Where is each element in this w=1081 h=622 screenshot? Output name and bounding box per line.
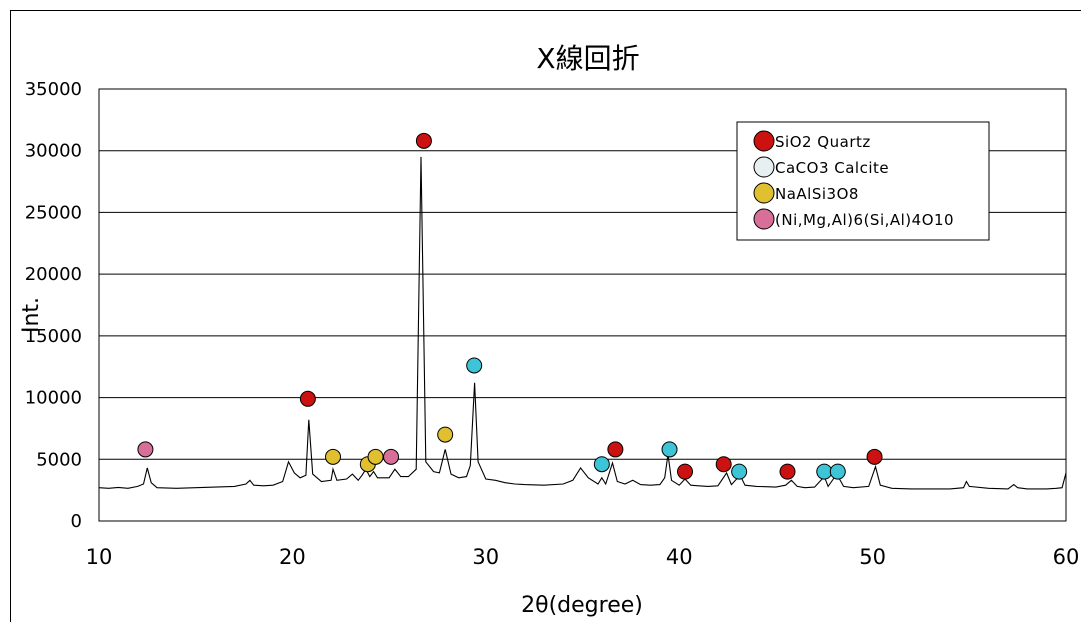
x-tick-labels: 10 20 30 40 50 60 (86, 545, 1080, 569)
grid-lines (98, 88, 1067, 522)
legend-swatch (753, 182, 775, 204)
chart-title: X線回折 (536, 42, 639, 75)
plot-border (98, 88, 1067, 522)
calcite-marker (816, 463, 833, 480)
calcite-marker (731, 463, 748, 480)
x-tick-label: 30 (472, 545, 499, 569)
x-tick-label: 10 (86, 545, 113, 569)
phase-markers (137, 132, 883, 480)
calcite-marker (661, 441, 678, 458)
x-tick-label: 40 (666, 545, 693, 569)
calcite-marker (466, 357, 483, 374)
quartz-marker (299, 390, 316, 407)
quartz-marker (415, 132, 432, 149)
legend-label: CaCO3 Calcite (775, 159, 889, 177)
quartz-marker (715, 456, 732, 473)
quartz-marker (607, 441, 624, 458)
legend-label: (Ni,Mg,Al)6(Si,Al)4O10 (775, 211, 954, 229)
clay-marker (137, 441, 154, 458)
y-axis-label: Int. (19, 297, 44, 333)
y-tick-labels: 0 5000 10000 15000 20000 25000 30000 35000 (25, 79, 82, 532)
quartz-marker (866, 448, 883, 465)
legend: SiO2 Quartz CaCO3 Calcite NaAlSi3O8 (Ni,Mg,… (736, 121, 990, 241)
xrd-pattern-line (98, 156, 1067, 490)
legend-swatch (753, 208, 775, 230)
albite-marker (367, 448, 384, 465)
legend-box (736, 121, 990, 241)
legend-label: NaAlSi3O8 (775, 185, 859, 203)
calcite-marker (829, 463, 846, 480)
y-tick-label: 5000 (36, 449, 82, 470)
legend-swatch (753, 130, 775, 152)
x-axis-label: 2θ(degree) (521, 593, 643, 618)
albite-marker (437, 426, 454, 443)
x-tick-label: 60 (1053, 545, 1080, 569)
y-tick-label: 30000 (25, 141, 82, 162)
x-tick-label: 20 (279, 545, 306, 569)
quartz-marker (677, 463, 694, 480)
clay-marker (383, 448, 400, 465)
legend-label: SiO2 Quartz (775, 133, 871, 151)
x-tick-label: 50 (859, 545, 886, 569)
quartz-marker (779, 463, 796, 480)
y-tick-label: 15000 (25, 326, 82, 347)
legend-swatch (753, 156, 775, 178)
y-tick-label: 35000 (25, 79, 82, 100)
y-tick-label: 0 (71, 511, 82, 532)
albite-marker (325, 448, 342, 465)
y-tick-label: 10000 (25, 388, 82, 409)
y-tick-label: 25000 (25, 202, 82, 223)
calcite-marker (593, 456, 610, 473)
chart-frame (10, 10, 1081, 622)
y-tick-label: 20000 (25, 264, 82, 285)
